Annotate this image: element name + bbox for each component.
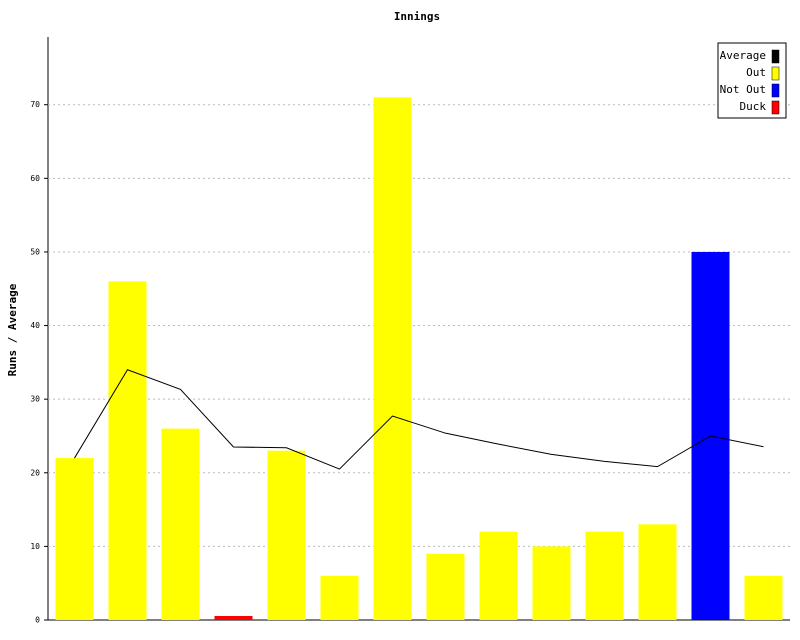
bar (55, 458, 94, 620)
y-tick-label: 70 (30, 100, 40, 109)
bar (161, 428, 200, 620)
y-tick-label: 30 (30, 395, 40, 404)
legend-swatch (771, 66, 780, 81)
bar (267, 450, 306, 620)
y-tick-label: 0 (35, 616, 40, 625)
bar (532, 546, 571, 620)
legend-label: Duck (740, 100, 767, 113)
y-tick-label: 10 (30, 542, 40, 551)
average-line (74, 369, 764, 470)
bar (479, 531, 518, 620)
legend-swatch (771, 100, 780, 115)
bar (426, 553, 465, 620)
y-tick-label: 60 (30, 174, 40, 183)
legend-label: Not Out (720, 83, 766, 96)
chart-title: Innings (394, 10, 440, 23)
legend-label: Out (746, 66, 766, 79)
bar (585, 531, 624, 620)
bar (214, 616, 253, 620)
y-tick-label: 40 (30, 321, 40, 330)
bar (320, 575, 359, 620)
bar (108, 281, 147, 620)
bar (744, 575, 783, 620)
y-axis-label: Runs / Average (6, 283, 19, 376)
y-tick-label: 20 (30, 468, 40, 477)
legend-label: Average (720, 49, 766, 62)
bar (373, 97, 412, 621)
bar (638, 524, 677, 620)
legend-swatch (771, 49, 780, 64)
legend-swatch (771, 83, 780, 98)
y-tick-label: 50 (30, 247, 40, 256)
